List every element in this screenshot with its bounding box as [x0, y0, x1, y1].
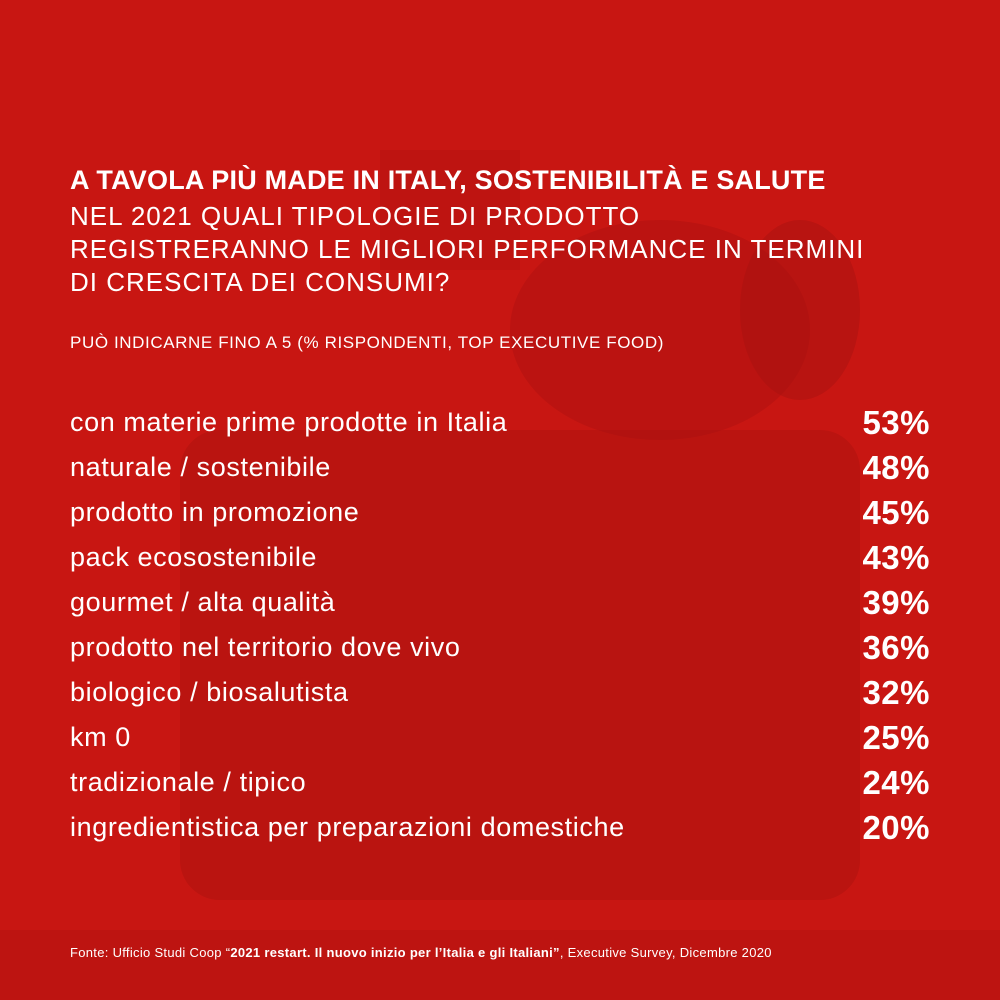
- results-table: con materie prime prodotte in Italia 53%…: [70, 400, 930, 850]
- percentage-value: 39%: [862, 583, 930, 621]
- percentage-value: 53%: [862, 403, 930, 441]
- table-row: km 0 25%: [70, 715, 930, 760]
- question-line: REGISTRERANNO LE MIGLIORI PERFORMANCE IN…: [70, 234, 865, 264]
- percentage-value: 45%: [862, 493, 930, 531]
- table-row: ingredientistica per preparazioni domest…: [70, 805, 930, 850]
- table-row: tradizionale / tipico 24%: [70, 760, 930, 805]
- table-row: gourmet / alta qualità 39%: [70, 580, 930, 625]
- category-label: tradizionale / tipico: [70, 767, 307, 797]
- percentage-value: 24%: [862, 763, 930, 801]
- percentage-value: 36%: [862, 628, 930, 666]
- table-row: biologico / biosalutista 32%: [70, 670, 930, 715]
- percentage-value: 32%: [862, 673, 930, 711]
- category-label: biologico / biosalutista: [70, 677, 349, 707]
- category-label: prodotto nel territorio dove vivo: [70, 632, 461, 662]
- table-row: prodotto in promozione 45%: [70, 490, 930, 535]
- category-label: ingredientistica per preparazioni domest…: [70, 812, 625, 842]
- percentage-value: 25%: [862, 718, 930, 756]
- source-suffix: , Executive Survey, Dicembre 2020: [559, 945, 772, 960]
- percentage-value: 20%: [862, 808, 930, 846]
- question-line: NEL 2021 QUALI TIPOLOGIE DI PRODOTTO: [70, 201, 641, 231]
- source-credit: Fonte: Ufficio Studi Coop “2021 restart.…: [70, 944, 950, 962]
- category-label: con materie prime prodotte in Italia: [70, 407, 508, 437]
- page-title: A TAVOLA PIÙ MADE IN ITALY, SOSTENIBILIT…: [70, 165, 826, 195]
- category-label: naturale / sostenibile: [70, 452, 331, 482]
- category-label: gourmet / alta qualità: [70, 587, 336, 617]
- table-row: pack ecosostenibile 43%: [70, 535, 930, 580]
- survey-note: PUÒ INDICARNE FINO A 5 (% RISPONDENTI, T…: [70, 333, 665, 352]
- table-row: prodotto nel territorio dove vivo 36%: [70, 625, 930, 670]
- percentage-value: 43%: [862, 538, 930, 576]
- question-line: DI CRESCITA DEI CONSUMI?: [70, 267, 451, 297]
- category-label: pack ecosostenibile: [70, 542, 318, 572]
- source-prefix: Fonte: Ufficio Studi Coop “: [70, 945, 231, 960]
- source-title: 2021 restart. Il nuovo inizio per l’Ital…: [230, 945, 560, 960]
- question-text: NEL 2021 QUALI TIPOLOGIE DI PRODOTTO REG…: [70, 200, 950, 299]
- table-row: naturale / sostenibile 48%: [70, 445, 930, 490]
- table-row: con materie prime prodotte in Italia 53%: [70, 400, 930, 445]
- percentage-value: 48%: [862, 448, 930, 486]
- category-label: prodotto in promozione: [70, 497, 360, 527]
- category-label: km 0: [70, 722, 131, 752]
